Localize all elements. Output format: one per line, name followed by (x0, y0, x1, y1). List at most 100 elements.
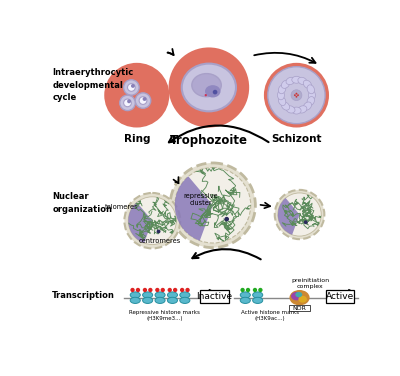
Ellipse shape (295, 292, 302, 297)
Ellipse shape (291, 292, 302, 300)
Circle shape (180, 288, 184, 292)
Ellipse shape (180, 297, 190, 303)
Circle shape (143, 288, 147, 292)
Circle shape (104, 63, 169, 127)
Ellipse shape (130, 292, 140, 298)
Text: Intraerythrocytic
developmental
cycle: Intraerythrocytic developmental cycle (52, 68, 134, 102)
Ellipse shape (307, 85, 314, 94)
Circle shape (304, 220, 308, 224)
Circle shape (143, 97, 146, 101)
Circle shape (240, 288, 245, 292)
Ellipse shape (298, 106, 307, 113)
Ellipse shape (192, 74, 221, 97)
Circle shape (160, 288, 165, 292)
Ellipse shape (168, 297, 178, 303)
Circle shape (124, 193, 180, 249)
Circle shape (124, 99, 131, 107)
Circle shape (135, 93, 151, 108)
Text: Schizont: Schizont (271, 134, 322, 144)
Ellipse shape (292, 76, 301, 83)
Circle shape (246, 288, 250, 292)
Text: centromeres: centromeres (139, 238, 181, 244)
Text: NDR: NDR (293, 306, 306, 311)
Text: telomeres: telomeres (105, 204, 138, 210)
Ellipse shape (308, 91, 316, 100)
Circle shape (291, 90, 302, 100)
Circle shape (185, 288, 190, 292)
Ellipse shape (281, 80, 290, 88)
Circle shape (173, 288, 177, 292)
Ellipse shape (205, 85, 220, 97)
Circle shape (168, 47, 249, 127)
Text: Repressive histone marks
(H3K9me3...): Repressive histone marks (H3K9me3...) (129, 310, 200, 321)
Ellipse shape (278, 85, 286, 94)
Circle shape (268, 67, 325, 124)
Circle shape (168, 288, 172, 292)
Ellipse shape (278, 97, 286, 106)
Circle shape (139, 97, 147, 105)
Circle shape (296, 93, 297, 94)
Ellipse shape (130, 297, 140, 303)
Text: Trophozoite: Trophozoite (170, 134, 248, 147)
Ellipse shape (286, 106, 295, 113)
Wedge shape (175, 176, 213, 241)
FancyBboxPatch shape (200, 290, 229, 303)
Ellipse shape (292, 107, 301, 114)
Ellipse shape (240, 292, 250, 298)
Circle shape (127, 99, 131, 103)
Ellipse shape (298, 296, 307, 303)
Circle shape (264, 63, 329, 127)
Text: Ring: Ring (124, 134, 150, 144)
Circle shape (130, 288, 135, 292)
Ellipse shape (168, 292, 178, 298)
Circle shape (294, 94, 296, 96)
Circle shape (297, 94, 299, 96)
Circle shape (155, 288, 160, 292)
Circle shape (205, 94, 207, 96)
Text: preinitiation
complex: preinitiation complex (291, 278, 330, 289)
Text: repressive
cluster: repressive cluster (184, 193, 218, 206)
Circle shape (170, 163, 255, 248)
FancyBboxPatch shape (289, 305, 310, 311)
Text: Transcription: Transcription (52, 291, 115, 300)
Circle shape (253, 288, 257, 292)
Ellipse shape (281, 102, 290, 110)
Wedge shape (278, 198, 300, 235)
Circle shape (128, 197, 176, 244)
Circle shape (258, 288, 262, 292)
Circle shape (224, 217, 229, 221)
Circle shape (175, 168, 251, 243)
Circle shape (124, 80, 139, 95)
Ellipse shape (155, 292, 165, 298)
Ellipse shape (290, 290, 310, 305)
Circle shape (275, 190, 324, 239)
Circle shape (136, 288, 140, 292)
Ellipse shape (240, 297, 250, 303)
Ellipse shape (278, 91, 284, 100)
Ellipse shape (253, 292, 263, 298)
Ellipse shape (298, 77, 307, 85)
Circle shape (213, 90, 218, 94)
Ellipse shape (155, 297, 165, 303)
Circle shape (156, 229, 160, 233)
Text: Nuclear
organization: Nuclear organization (52, 192, 112, 214)
Ellipse shape (180, 292, 190, 298)
Ellipse shape (143, 297, 153, 303)
Text: Active: Active (326, 292, 354, 301)
Text: Inactive: Inactive (196, 292, 232, 301)
Ellipse shape (182, 64, 236, 111)
Ellipse shape (303, 80, 312, 88)
Ellipse shape (307, 97, 314, 106)
Circle shape (148, 288, 152, 292)
Ellipse shape (253, 297, 263, 303)
Ellipse shape (143, 292, 153, 298)
Text: Active histone marks
(H3K9ac...): Active histone marks (H3K9ac...) (241, 310, 299, 321)
Wedge shape (128, 202, 152, 243)
Circle shape (278, 193, 321, 236)
Ellipse shape (286, 77, 295, 85)
Circle shape (128, 83, 135, 91)
Circle shape (296, 96, 297, 98)
Circle shape (120, 95, 135, 111)
Circle shape (131, 84, 135, 88)
Ellipse shape (303, 102, 312, 110)
